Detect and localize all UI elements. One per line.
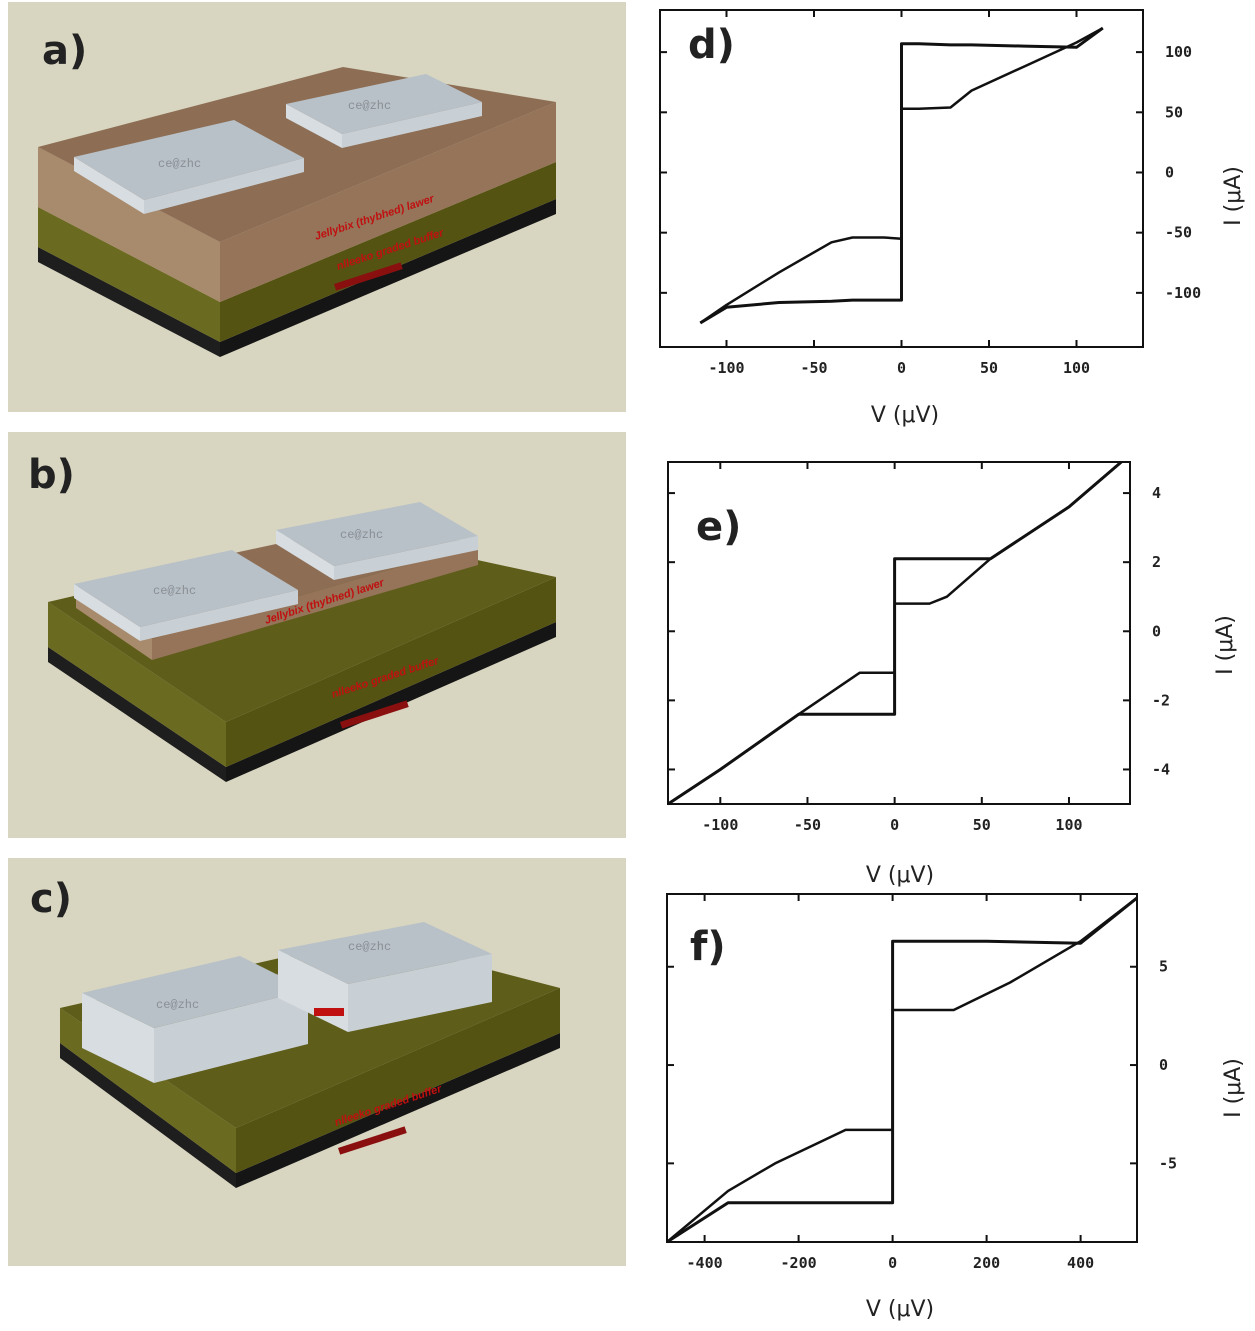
- device-drawing-b: ce@zhc ce@zhc Jellybix (thybhed) lawer n…: [28, 452, 556, 782]
- device-drawing-c: ce@zhc ce@zhc nlleeko graded buffer c): [30, 876, 560, 1188]
- x-tick-label: 0: [890, 816, 899, 834]
- iv-plot-d: -100 -50 0 50 100 100 50 0 -50 -100 V (μV) I (μA) d): [600, 0, 1255, 440]
- y-axis-label: I (μA): [1221, 1058, 1246, 1118]
- device-drawing-a: ce@zhc ce@zhc Jellybix (thybhed) lawer n…: [38, 28, 556, 357]
- plot-frame: [667, 461, 1131, 805]
- x-axis-label: V (μV): [866, 1297, 934, 1322]
- y-tick-label: 100: [1165, 43, 1192, 61]
- iv-plot-f: -400 -200 0 200 400 5 0 -5 V (μV) I (μA) f): [600, 890, 1255, 1330]
- y-tick-label: 2: [1152, 553, 1161, 571]
- x-tick-label: 0: [888, 1254, 897, 1272]
- contact-label-left: ce@zhc: [153, 584, 196, 598]
- device-illustration-b: ce@zhc ce@zhc Jellybix (thybhed) lawer n…: [8, 432, 626, 838]
- x-tick-label: 200: [973, 1254, 1000, 1272]
- panel-letter: f): [690, 924, 726, 970]
- y-tick-label: -5: [1159, 1154, 1177, 1172]
- x-tick-label: 100: [1063, 359, 1090, 377]
- y-tick-label: 5: [1159, 958, 1168, 976]
- iv-plot-e: -100 -50 0 50 100 4 2 0 -2 -4 V (μV) I (μA) e): [600, 450, 1255, 890]
- x-tick-label: 400: [1067, 1254, 1094, 1272]
- x-tick-label: 50: [973, 816, 991, 834]
- contact-label-right: ce@zhc: [348, 99, 391, 113]
- y-tick-label: 4: [1152, 484, 1161, 502]
- y-tick-label: -50: [1165, 224, 1192, 242]
- y-tick-label: 0: [1152, 622, 1161, 640]
- iv-chart-d: -100 -50 0 50 100 100 50 0 -50 -100 V (μV) I (μA) d): [659, 9, 1246, 428]
- y-tick-label: -100: [1165, 284, 1201, 302]
- plot-frame: [666, 893, 1138, 1243]
- x-tick-label: -400: [687, 1254, 723, 1272]
- y-axis-label: I (μA): [1221, 166, 1246, 226]
- panel-letter: d): [688, 22, 735, 68]
- x-tick-label: 50: [980, 359, 998, 377]
- iv-chart-e: -100 -50 0 50 100 4 2 0 -2 -4 V (μV) I (μA) e): [667, 460, 1238, 888]
- y-tick-label: 0: [1159, 1056, 1168, 1074]
- iv-curve-branch: [699, 27, 1104, 324]
- device-illustration-a: ce@zhc ce@zhc Jellybix (thybhed) lawer n…: [8, 2, 626, 412]
- panel-letter: e): [696, 504, 741, 550]
- x-tick-label: 100: [1055, 816, 1082, 834]
- iv-curve-branch: [666, 896, 1138, 1243]
- panel-letter-a: a): [42, 28, 87, 74]
- x-tick-label: -200: [781, 1254, 817, 1272]
- x-tick-label: -100: [708, 359, 744, 377]
- x-tick-label: -50: [794, 816, 821, 834]
- y-tick-label: -2: [1152, 691, 1170, 709]
- x-axis-label: V (μV): [866, 863, 934, 888]
- iv-curve-branch: [667, 461, 1123, 806]
- x-axis-label: V (μV): [871, 403, 939, 428]
- iv-chart-f: -400 -200 0 200 400 5 0 -5 V (μV) I (μA) f): [666, 893, 1246, 1322]
- contact-label-left: ce@zhc: [156, 998, 199, 1012]
- contact-label-right: ce@zhc: [340, 528, 383, 542]
- x-tick-label: 0: [897, 359, 906, 377]
- contact-label-right: ce@zhc: [348, 940, 391, 954]
- contact-label-left: ce@zhc: [158, 157, 201, 171]
- x-tick-label: -100: [702, 816, 738, 834]
- device-illustration-c: ce@zhc ce@zhc nlleeko graded buffer c): [8, 858, 626, 1266]
- x-tick-label: -50: [800, 359, 827, 377]
- y-tick-label: -4: [1152, 760, 1170, 778]
- panel-letter-b: b): [28, 452, 75, 498]
- panel-letter-c: c): [30, 876, 72, 922]
- y-axis-label: I (μA): [1213, 615, 1238, 675]
- y-tick-label: 0: [1165, 163, 1174, 181]
- y-tick-label: 50: [1165, 103, 1183, 121]
